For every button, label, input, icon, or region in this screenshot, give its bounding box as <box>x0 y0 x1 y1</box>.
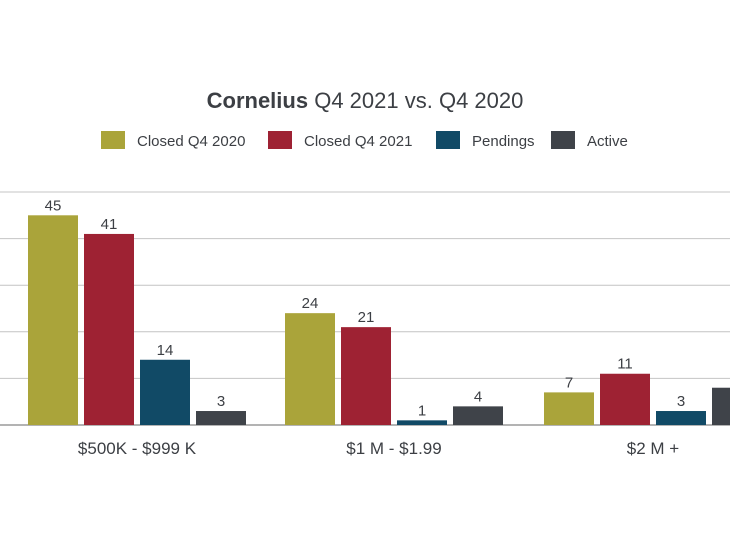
chart-title: Cornelius Q4 2021 vs. Q4 2020 <box>207 88 524 113</box>
bar <box>397 420 447 425</box>
data-label: 7 <box>565 374 573 391</box>
data-label: 3 <box>217 393 225 410</box>
data-label: 45 <box>45 197 62 214</box>
bars <box>28 215 730 425</box>
bar <box>544 392 594 425</box>
data-label: 1 <box>418 402 426 419</box>
x-tick-label: $1 M - $1.99 <box>346 439 441 458</box>
data-label: 4 <box>474 388 482 405</box>
bar <box>28 215 78 425</box>
legend: Closed Q4 2020 Closed Q4 2021 Pendings Acti… <box>101 131 628 150</box>
data-label: 24 <box>302 295 319 312</box>
data-label: 14 <box>157 342 174 359</box>
x-tick-labels: $500K - $999 K $1 M - $1.99 $2 M + <box>78 439 679 458</box>
bar <box>341 327 391 425</box>
legend-swatch <box>551 131 575 149</box>
bar <box>600 373 650 425</box>
bar <box>453 406 503 425</box>
bar <box>712 387 730 425</box>
bar <box>656 411 706 425</box>
bar <box>84 233 134 425</box>
data-label: 3 <box>677 393 685 410</box>
bar <box>196 411 246 425</box>
legend-swatch <box>101 131 125 149</box>
legend-label: Pendings <box>472 133 535 150</box>
bar <box>285 313 335 425</box>
chart-title-bold: Cornelius <box>207 88 308 113</box>
legend-swatch <box>436 131 460 149</box>
data-label: 41 <box>101 216 118 233</box>
x-tick-label: $2 M + <box>627 439 680 458</box>
legend-label: Active <box>587 133 628 150</box>
legend-label: Closed Q4 2020 <box>137 133 245 150</box>
legend-label: Closed Q4 2021 <box>304 133 412 150</box>
bar <box>140 359 190 425</box>
chart-title-rest: Q4 2021 vs. Q4 2020 <box>314 88 523 113</box>
legend-swatch <box>268 131 292 149</box>
data-label: 11 <box>617 356 633 373</box>
x-tick-label: $500K - $999 K <box>78 439 197 458</box>
data-label: 21 <box>358 309 375 326</box>
